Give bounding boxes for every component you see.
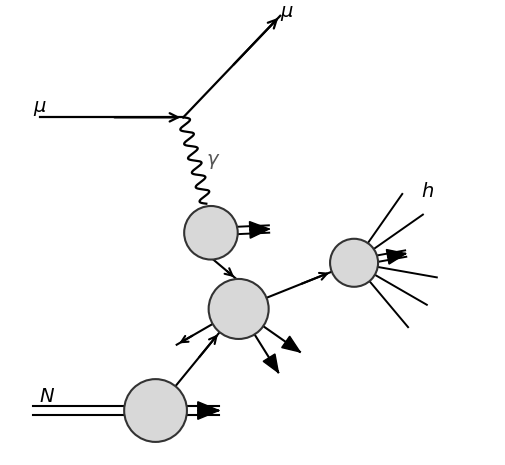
Circle shape	[124, 379, 187, 442]
Circle shape	[184, 206, 238, 259]
Text: $\mu$: $\mu$	[33, 99, 47, 118]
Circle shape	[209, 279, 269, 339]
FancyArrow shape	[263, 354, 278, 372]
Text: $\gamma$: $\gamma$	[207, 152, 221, 171]
Circle shape	[330, 239, 378, 287]
FancyArrow shape	[198, 402, 219, 419]
Text: $\mu$: $\mu$	[280, 4, 294, 23]
Text: $h$: $h$	[421, 182, 434, 201]
Text: $N$: $N$	[39, 387, 55, 406]
FancyArrow shape	[249, 222, 269, 238]
FancyArrow shape	[282, 336, 300, 352]
FancyArrow shape	[386, 250, 406, 264]
